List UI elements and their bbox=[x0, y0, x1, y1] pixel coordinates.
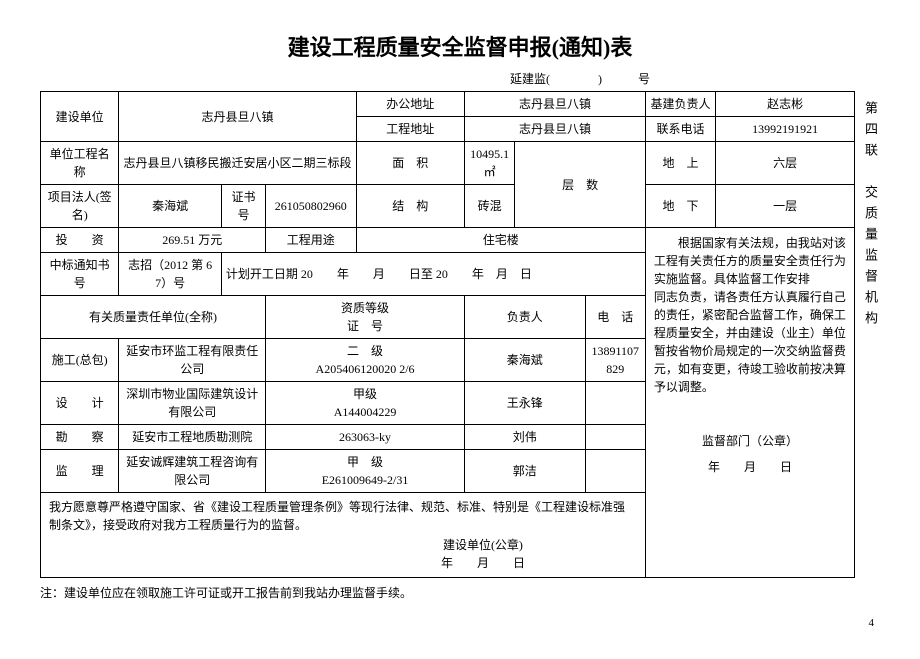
val-legal: 秦海斌 bbox=[119, 185, 221, 228]
label-cert: 证书号 bbox=[221, 185, 265, 228]
label-build-unit: 建设单位 bbox=[41, 92, 119, 142]
footnote: 注：建设单位应在领取施工许可证或开工报告前到我站办理监督手续。 bbox=[40, 584, 880, 601]
val-struct: 砖混 bbox=[465, 185, 515, 228]
label-resp-qual: 资质等级 证 号 bbox=[266, 296, 465, 339]
val-kc-qual: 263063-ky bbox=[266, 425, 465, 450]
stamp-line: 建设单位(公章) 年 月 日 bbox=[49, 536, 637, 572]
page-number: 4 bbox=[40, 617, 880, 629]
right-block: 根据国家有关法规，由我站对该工程有关责任方的质量安全责任行为实施监督。具体监督工… bbox=[645, 228, 854, 578]
side-label: 第四联 交质量监督机构 bbox=[861, 91, 880, 578]
label-phone: 联系电话 bbox=[645, 117, 715, 142]
statement-text: 我方愿意尊严格遵守国家、省《建设工程质量管理条例》等现行法律、规范、标准、特别是… bbox=[49, 498, 637, 534]
val-kc-phone bbox=[585, 425, 645, 450]
val-sg-phone: 13891107829 bbox=[585, 339, 645, 382]
val-above: 六层 bbox=[716, 142, 855, 185]
val-plan-date: 计划开工日期 20 年 月 日至 20 年 月 日 bbox=[221, 253, 645, 296]
val-build-unit: 志丹县旦八镇 bbox=[119, 92, 356, 142]
val-bid: 志招（2012 第 67）号 bbox=[119, 253, 221, 296]
label-jl: 监 理 bbox=[41, 450, 119, 493]
label-resp-unit: 有关质量责任单位(全称) bbox=[41, 296, 266, 339]
val-sg-qual: 二 级 A205406120020 2/6 bbox=[266, 339, 465, 382]
label-sg: 施工(总包) bbox=[41, 339, 119, 382]
val-sg-leader: 秦海斌 bbox=[465, 339, 586, 382]
val-jl-leader: 郭洁 bbox=[465, 450, 586, 493]
label-project-addr: 工程地址 bbox=[356, 117, 465, 142]
label-struct: 结 构 bbox=[356, 185, 465, 228]
right-stamp: 监督部门（公章） bbox=[654, 432, 846, 450]
val-sg-unit: 延安市环监工程有限责任公司 bbox=[119, 339, 266, 382]
val-jl-phone bbox=[585, 450, 645, 493]
label-sj: 设 计 bbox=[41, 382, 119, 425]
val-infra-leader: 赵志彬 bbox=[716, 92, 855, 117]
label-below: 地 下 bbox=[645, 185, 715, 228]
statement-block: 我方愿意尊严格遵守国家、省《建设工程质量管理条例》等现行法律、规范、标准、特别是… bbox=[41, 493, 646, 578]
label-use: 工程用途 bbox=[266, 228, 356, 253]
val-sj-phone bbox=[585, 382, 645, 425]
val-sj-leader: 王永锋 bbox=[465, 382, 586, 425]
label-invest: 投 资 bbox=[41, 228, 119, 253]
label-floors: 层 数 bbox=[515, 142, 646, 228]
label-proj-name: 单位工程名称 bbox=[41, 142, 119, 185]
val-project-addr: 志丹县旦八镇 bbox=[465, 117, 646, 142]
val-jl-qual: 甲 级 E261009649-2/31 bbox=[266, 450, 465, 493]
val-below: 一层 bbox=[716, 185, 855, 228]
form-title: 建设工程质量安全监督申报(通知)表 bbox=[40, 30, 880, 62]
label-resp-leader: 负责人 bbox=[465, 296, 586, 339]
val-proj-name: 志丹县旦八镇移民搬迁安居小区二期三标段 bbox=[119, 142, 356, 185]
val-sj-qual: 甲级 A144004229 bbox=[266, 382, 465, 425]
label-office-addr: 办公地址 bbox=[356, 92, 465, 117]
right-text: 根据国家有关法规，由我站对该工程有关责任方的质量安全责任行为实施监督。具体监督工… bbox=[654, 234, 846, 396]
right-date: 年 月 日 bbox=[654, 458, 846, 476]
application-form: 建设单位 志丹县旦八镇 办公地址 志丹县旦八镇 基建负责人 赵志彬 工程地址 志… bbox=[40, 91, 855, 578]
label-above: 地 上 bbox=[645, 142, 715, 185]
val-office-addr: 志丹县旦八镇 bbox=[465, 92, 646, 117]
val-jl-unit: 延安诚辉建筑工程咨询有限公司 bbox=[119, 450, 266, 493]
doc-reference: 延建监( ) 号 bbox=[40, 70, 880, 87]
val-sj-unit: 深圳市物业国际建筑设计有限公司 bbox=[119, 382, 266, 425]
label-resp-phone: 电 话 bbox=[585, 296, 645, 339]
label-kc: 勘 察 bbox=[41, 425, 119, 450]
label-legal: 项目法人(签名) bbox=[41, 185, 119, 228]
val-kc-leader: 刘伟 bbox=[465, 425, 586, 450]
label-area: 面 积 bbox=[356, 142, 465, 185]
val-area: 10495.1㎡ bbox=[465, 142, 515, 185]
val-phone: 13992191921 bbox=[716, 117, 855, 142]
label-infra-leader: 基建负责人 bbox=[645, 92, 715, 117]
label-bid: 中标通知书号 bbox=[41, 253, 119, 296]
val-invest: 269.51 万元 bbox=[119, 228, 266, 253]
val-cert: 261050802960 bbox=[266, 185, 356, 228]
val-kc-unit: 延安市工程地质勘测院 bbox=[119, 425, 266, 450]
val-use: 住宅楼 bbox=[356, 228, 645, 253]
